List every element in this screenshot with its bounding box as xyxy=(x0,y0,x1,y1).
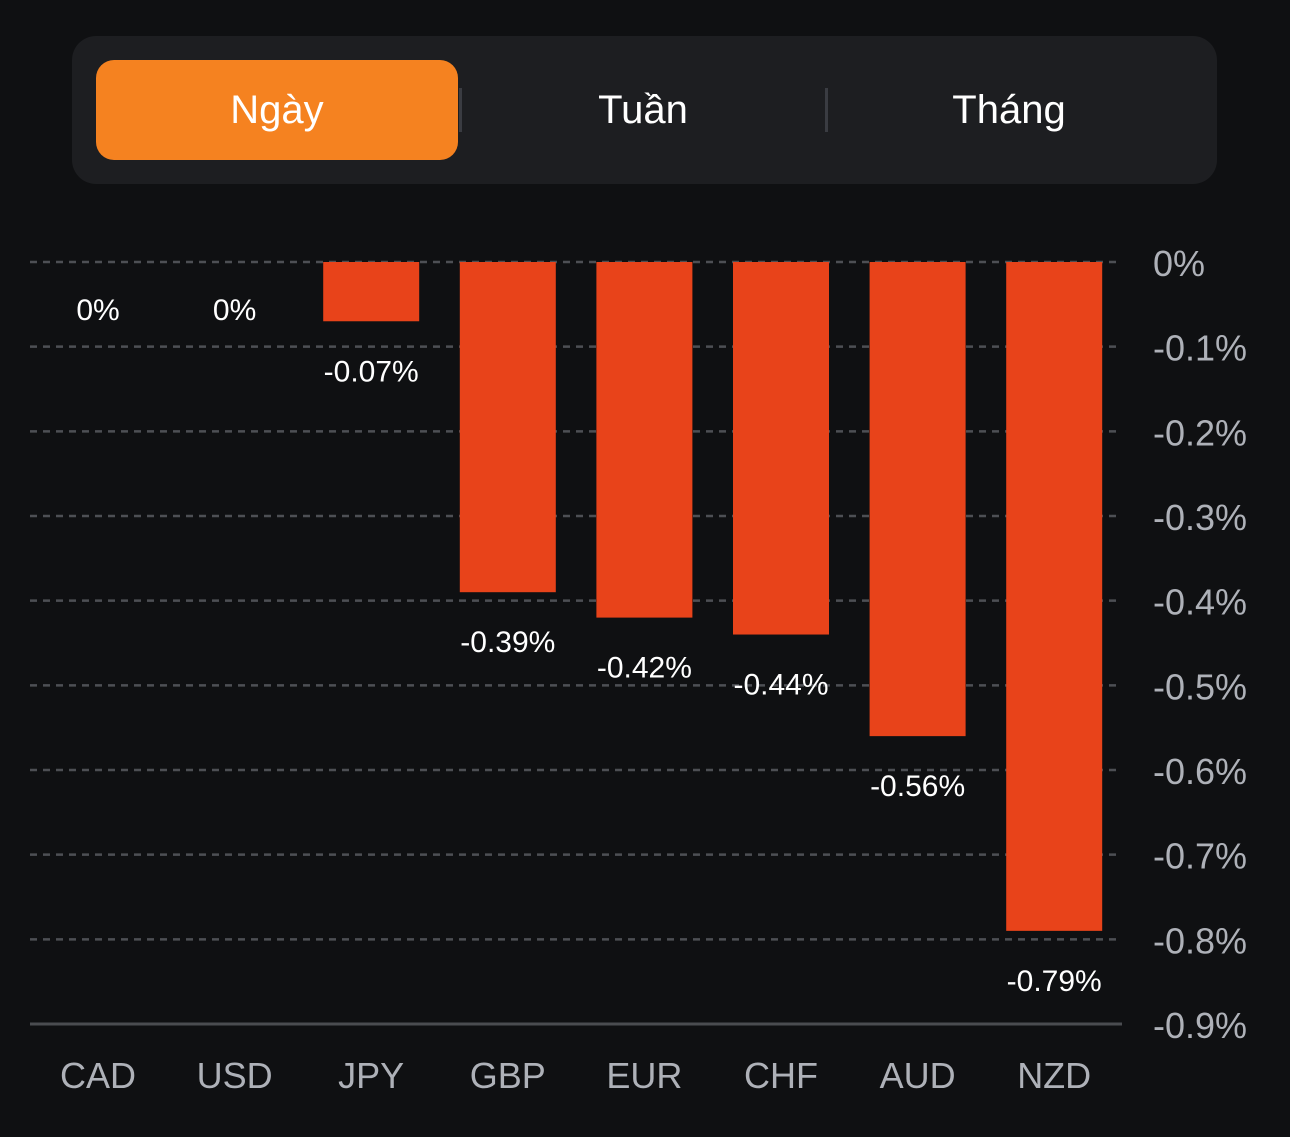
y-tick-label: -0.4% xyxy=(1153,582,1247,623)
bar-nzd[interactable] xyxy=(1006,262,1103,931)
y-tick-label: 0% xyxy=(1153,243,1205,284)
x-tick-label: GBP xyxy=(470,1055,546,1096)
value-label: -0.44% xyxy=(733,669,828,702)
tab-day[interactable]: Ngày xyxy=(96,60,458,160)
bar-gbp[interactable] xyxy=(459,262,556,593)
x-tick-label: CHF xyxy=(744,1055,818,1096)
period-segmented-control: Ngày Tuần Tháng xyxy=(72,36,1217,184)
y-axis-ticks: 0% -0.1% -0.2% -0.3% -0.4% -0.5% -0.6% -0.7% -0.… xyxy=(1153,243,1247,1046)
value-labels: 0% 0% -0.07% -0.39% -0.42% -0.44% -0.56% -0.79% xyxy=(76,294,1101,998)
x-tick-label: USD xyxy=(197,1055,273,1096)
bar-aud[interactable] xyxy=(869,262,966,737)
value-label: -0.56% xyxy=(870,770,965,803)
tab-month[interactable]: Tháng xyxy=(952,87,1066,132)
value-label: 0% xyxy=(76,294,119,327)
tab-week[interactable]: Tuần xyxy=(598,87,688,132)
y-tick-label: -0.7% xyxy=(1153,836,1247,877)
y-tick-label: -0.9% xyxy=(1153,1005,1247,1046)
x-tick-label: JPY xyxy=(338,1055,404,1096)
bar-chf[interactable] xyxy=(733,262,829,635)
x-tick-label: AUD xyxy=(880,1055,956,1096)
value-label: 0% xyxy=(213,294,256,327)
x-tick-label: NZD xyxy=(1017,1055,1091,1096)
value-label: -0.39% xyxy=(460,626,555,659)
bar-jpy[interactable] xyxy=(323,262,420,322)
y-tick-label: -0.8% xyxy=(1153,920,1247,961)
x-tick-label: EUR xyxy=(606,1055,682,1096)
x-tick-label: CAD xyxy=(60,1055,136,1096)
value-label: -0.79% xyxy=(1007,965,1102,998)
y-tick-label: -0.6% xyxy=(1153,751,1247,792)
tab-divider xyxy=(825,88,828,132)
y-tick-label: -0.1% xyxy=(1153,328,1247,369)
tab-divider xyxy=(459,88,462,132)
y-tick-label: -0.5% xyxy=(1153,666,1247,707)
bars xyxy=(323,262,1103,931)
bar-eur[interactable] xyxy=(596,262,693,618)
y-tick-label: -0.3% xyxy=(1153,497,1247,538)
y-tick-label: -0.2% xyxy=(1153,412,1247,453)
value-label: -0.42% xyxy=(597,652,692,685)
x-axis-ticks: CAD USD JPY GBP EUR CHF AUD NZD xyxy=(60,1055,1091,1096)
value-label: -0.07% xyxy=(324,355,419,388)
